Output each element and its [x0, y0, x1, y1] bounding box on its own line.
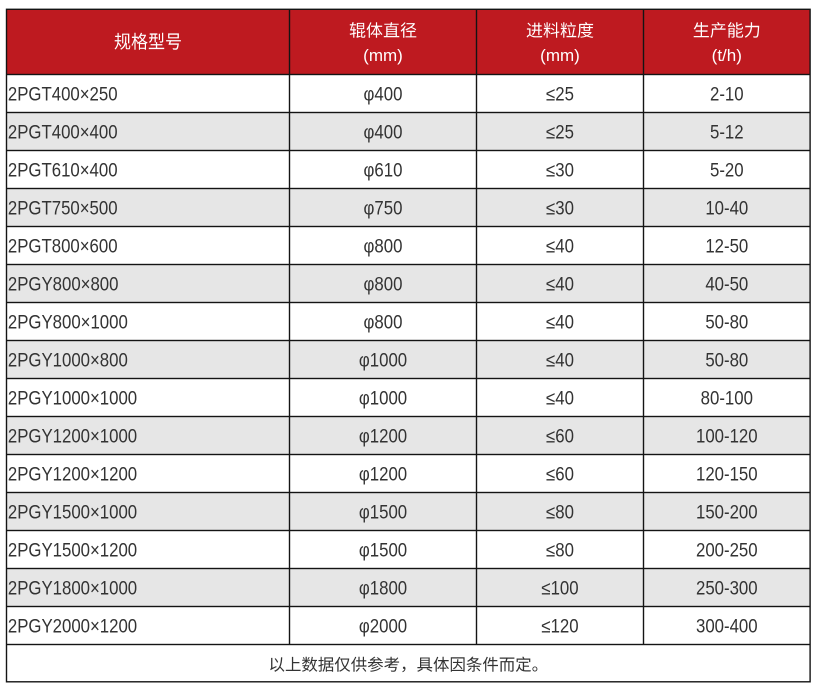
- svg-text:5-12: 5-12: [710, 122, 744, 143]
- svg-text:≤40: ≤40: [546, 312, 574, 333]
- svg-text:≤100: ≤100: [541, 578, 578, 599]
- svg-text:5-20: 5-20: [710, 160, 744, 181]
- svg-text:φ800: φ800: [364, 274, 403, 295]
- svg-text:2-10: 2-10: [710, 84, 744, 105]
- svg-text:φ750: φ750: [364, 198, 403, 219]
- svg-text:10-40: 10-40: [705, 198, 748, 219]
- svg-text:≤40: ≤40: [546, 274, 574, 295]
- svg-text:φ1800: φ1800: [359, 578, 407, 599]
- svg-text:φ1000: φ1000: [359, 350, 407, 371]
- svg-text:2PGY800×800: 2PGY800×800: [8, 274, 119, 295]
- svg-text:2PGY1500×1200: 2PGY1500×1200: [8, 540, 137, 561]
- svg-text:2PGY1800×1000: 2PGY1800×1000: [8, 578, 137, 599]
- svg-text:≤30: ≤30: [546, 160, 574, 181]
- svg-text:2PGT400×400: 2PGT400×400: [8, 122, 118, 143]
- svg-text:(mm): (mm): [363, 46, 403, 65]
- svg-text:φ1200: φ1200: [359, 426, 407, 447]
- svg-text:2PGT610×400: 2PGT610×400: [8, 160, 118, 181]
- svg-text:2PGY1200×1000: 2PGY1200×1000: [8, 426, 137, 447]
- svg-text:2PGY1200×1200: 2PGY1200×1200: [8, 464, 137, 485]
- svg-text:φ1000: φ1000: [359, 388, 407, 409]
- svg-text:2PGY800×1000: 2PGY800×1000: [8, 312, 128, 333]
- svg-text:φ610: φ610: [364, 160, 403, 181]
- svg-text:2PGT750×500: 2PGT750×500: [8, 198, 118, 219]
- svg-text:φ1200: φ1200: [359, 464, 407, 485]
- svg-text:50-80: 50-80: [705, 312, 748, 333]
- svg-text:2PGY1000×800: 2PGY1000×800: [8, 350, 128, 371]
- svg-text:2PGT400×250: 2PGT400×250: [8, 84, 118, 105]
- svg-text:φ400: φ400: [364, 122, 403, 143]
- svg-text:φ400: φ400: [364, 84, 403, 105]
- svg-text:≤25: ≤25: [546, 84, 574, 105]
- svg-text:φ800: φ800: [364, 236, 403, 257]
- svg-text:(mm): (mm): [540, 46, 580, 65]
- svg-text:150-200: 150-200: [696, 502, 758, 523]
- svg-text:≤40: ≤40: [546, 388, 574, 409]
- svg-text:≤40: ≤40: [546, 350, 574, 371]
- svg-text:≤60: ≤60: [546, 464, 574, 485]
- svg-text:≤30: ≤30: [546, 198, 574, 219]
- svg-text:≤25: ≤25: [546, 122, 574, 143]
- svg-text:120-150: 120-150: [696, 464, 758, 485]
- svg-text:≤40: ≤40: [546, 236, 574, 257]
- svg-text:φ1500: φ1500: [359, 540, 407, 561]
- svg-text:50-80: 50-80: [705, 350, 748, 371]
- svg-text:2PGY1500×1000: 2PGY1500×1000: [8, 502, 137, 523]
- svg-text:2PGT800×600: 2PGT800×600: [8, 236, 118, 257]
- svg-text:300-400: 300-400: [696, 616, 758, 637]
- svg-text:φ2000: φ2000: [359, 616, 407, 637]
- svg-text:≤60: ≤60: [546, 426, 574, 447]
- svg-text:≤120: ≤120: [541, 616, 578, 637]
- svg-text:2PGY2000×1200: 2PGY2000×1200: [8, 616, 137, 637]
- svg-text:100-120: 100-120: [696, 426, 758, 447]
- svg-text:250-300: 250-300: [696, 578, 758, 599]
- svg-text:80-100: 80-100: [701, 388, 753, 409]
- svg-text:(t/h): (t/h): [712, 46, 742, 65]
- svg-text:200-250: 200-250: [696, 540, 758, 561]
- svg-text:≤80: ≤80: [546, 540, 574, 561]
- svg-text:2PGY1000×1000: 2PGY1000×1000: [8, 388, 137, 409]
- svg-text:12-50: 12-50: [705, 236, 748, 257]
- svg-text:40-50: 40-50: [705, 274, 748, 295]
- svg-text:φ1500: φ1500: [359, 502, 407, 523]
- svg-text:φ800: φ800: [364, 312, 403, 333]
- svg-text:≤80: ≤80: [546, 502, 574, 523]
